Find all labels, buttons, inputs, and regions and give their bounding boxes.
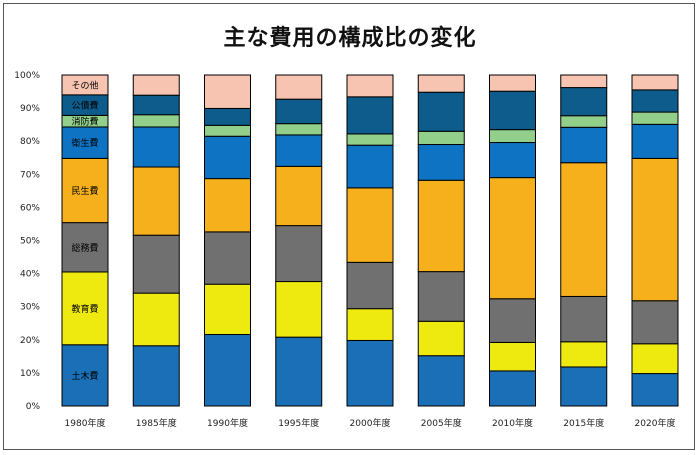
bar-segment xyxy=(631,300,679,345)
bar-segment xyxy=(132,74,180,96)
bar-segment xyxy=(275,225,323,283)
y-tick-label: 80% xyxy=(20,137,40,147)
bar-segment xyxy=(631,343,679,375)
bar-segment xyxy=(132,114,180,128)
bar-segment xyxy=(417,355,465,407)
bar-segment xyxy=(417,179,465,273)
bar-segment xyxy=(489,129,536,144)
bar-segment xyxy=(346,308,394,341)
bar-segment xyxy=(204,334,251,407)
bar-segment xyxy=(204,74,251,109)
bar-segment xyxy=(417,144,465,181)
bar-segment xyxy=(61,126,109,159)
x-tick-label: 1990年度 xyxy=(207,417,248,429)
bar-segment xyxy=(631,373,679,407)
bar-segment xyxy=(61,157,109,224)
bar-segment xyxy=(275,123,323,136)
bar-segment xyxy=(560,341,608,368)
series-label: 衛生費 xyxy=(71,137,98,149)
bar-segment xyxy=(204,124,251,137)
bar-segment xyxy=(132,345,180,407)
bar-segment xyxy=(631,74,679,91)
bar-segment xyxy=(132,234,180,294)
bar-segment xyxy=(346,144,394,189)
x-tick-label: 2000年度 xyxy=(350,417,391,429)
y-tick-label: 0% xyxy=(26,402,41,412)
y-tick-label: 60% xyxy=(20,203,40,213)
bar-segment xyxy=(489,341,536,372)
bar-segment xyxy=(417,91,465,132)
y-tick-label: 50% xyxy=(20,237,40,247)
bar-segment xyxy=(204,135,251,180)
y-tick-label: 100% xyxy=(14,71,40,81)
bar-segment xyxy=(346,133,394,146)
series-label: 教育費 xyxy=(71,303,98,315)
bar-segment xyxy=(132,166,180,236)
bar-segment xyxy=(204,107,251,126)
bar-segment xyxy=(275,165,323,227)
bar-segment xyxy=(61,271,109,346)
chart-title: 主な費用の構成比の変化 xyxy=(223,26,477,51)
bar-segment xyxy=(204,178,251,233)
bar-segment xyxy=(489,370,536,407)
bar-segment xyxy=(275,98,323,125)
bar-segment xyxy=(61,74,109,96)
bar-segment xyxy=(489,90,536,131)
y-tick-label: 20% xyxy=(20,336,40,346)
bar-segment xyxy=(560,295,608,343)
bar-segment xyxy=(560,74,608,89)
x-tick-label: 2010年度 xyxy=(492,417,533,429)
bar-segment xyxy=(560,162,608,297)
series-label: 土木費 xyxy=(71,370,98,382)
bar-segment xyxy=(417,130,465,146)
bar-segment xyxy=(61,222,109,273)
y-tick-label: 10% xyxy=(20,369,40,379)
bar-segment xyxy=(346,96,394,135)
bar-segment xyxy=(346,339,394,407)
bar-segment xyxy=(631,157,679,302)
bar-segment xyxy=(489,298,536,343)
bar-segment xyxy=(275,336,323,407)
y-tick-label: 70% xyxy=(20,170,40,180)
bar-segment xyxy=(560,126,608,164)
bar-segment xyxy=(417,271,465,322)
bar-segment xyxy=(275,281,323,338)
bar-segment xyxy=(631,89,679,113)
series-label: 民生費 xyxy=(71,185,98,197)
bar-segment xyxy=(631,123,679,159)
series-label: 総務費 xyxy=(71,242,98,254)
bar-segment xyxy=(417,74,465,93)
bar-segment xyxy=(489,142,536,179)
bar-segment xyxy=(489,177,536,300)
bar-segment xyxy=(560,366,608,407)
bar-segment xyxy=(275,134,323,167)
series-label: 消防費 xyxy=(71,116,98,128)
bar-segment xyxy=(204,231,251,285)
bar-segment xyxy=(132,126,180,168)
bar-segment xyxy=(560,115,608,128)
bar-segment xyxy=(346,187,394,263)
x-tick-label: 1985年度 xyxy=(136,417,177,429)
bar-segment xyxy=(346,74,394,98)
bar-segment xyxy=(132,94,180,116)
y-tick-label: 90% xyxy=(20,104,40,114)
bar-segment xyxy=(631,111,679,125)
y-tick-label: 30% xyxy=(20,303,40,313)
x-tick-label: 1980年度 xyxy=(65,417,106,429)
bar-segment xyxy=(346,261,394,310)
x-tick-label: 1995年度 xyxy=(278,417,319,429)
x-tick-label: 2015年度 xyxy=(563,417,604,429)
y-tick-label: 40% xyxy=(20,270,40,280)
x-tick-label: 2020年度 xyxy=(635,417,676,429)
series-label: その他 xyxy=(71,79,98,91)
bar-segment xyxy=(417,320,465,357)
bar-segment xyxy=(132,292,180,347)
x-tick-label: 2005年度 xyxy=(421,417,462,429)
bar-segment xyxy=(204,283,251,336)
bar-segment xyxy=(275,74,323,100)
series-label: 公債費 xyxy=(71,100,98,112)
bar-segment xyxy=(560,87,608,117)
bar-segment xyxy=(489,74,536,92)
